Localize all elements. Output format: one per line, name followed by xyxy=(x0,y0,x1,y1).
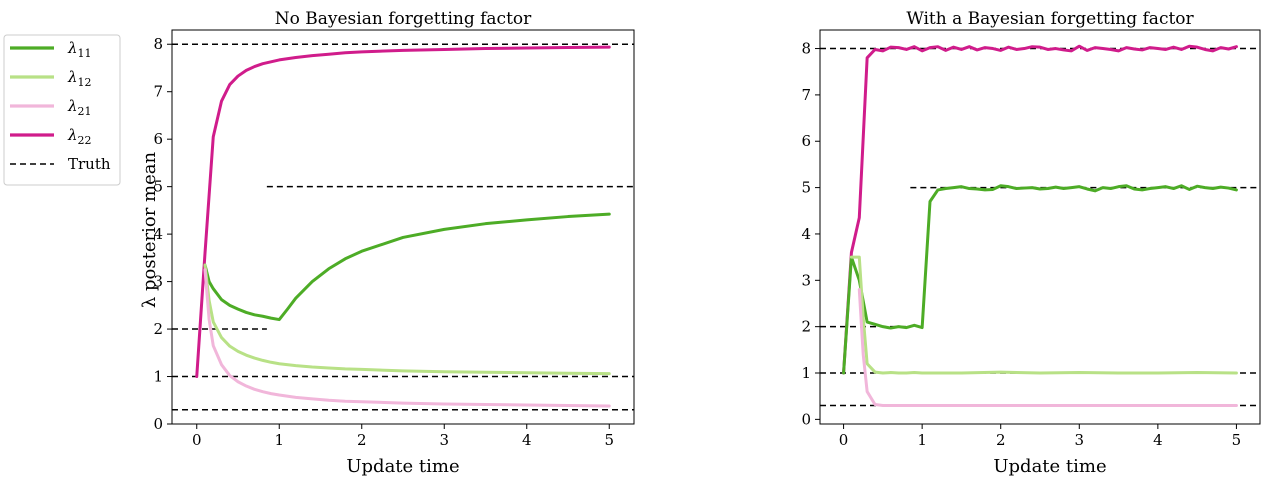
x-tick-label: 1 xyxy=(274,431,284,449)
legend-label-l11: λ11 xyxy=(67,39,92,60)
chart-left-xlabel: Update time xyxy=(346,456,459,477)
y-tick-label: 8 xyxy=(801,40,811,58)
legend-subscript: 21 xyxy=(78,105,92,118)
legend-label-l22: λ22 xyxy=(67,126,92,147)
legend-frame xyxy=(3,34,121,186)
chart-right: With a Bayesian forgetting factor 0 1 2 3 4 5… xyxy=(801,9,1261,477)
series-line-l21 xyxy=(203,268,611,408)
truth-lines xyxy=(172,43,634,411)
series-line-l22 xyxy=(842,44,1238,375)
y-tick-label: 5 xyxy=(801,179,811,197)
x-tick-label: 2 xyxy=(996,431,1006,449)
legend-subscript: 12 xyxy=(78,76,92,89)
y-tick-label: 1 xyxy=(153,368,163,386)
y-tick-label: 0 xyxy=(801,410,811,428)
legend-label-l21: λ21 xyxy=(67,97,92,118)
y-tick-label: 0 xyxy=(153,415,163,433)
x-tick-label: 3 xyxy=(1075,431,1085,449)
x-tick-label: 0 xyxy=(839,431,849,449)
y-tick-label: 8 xyxy=(153,35,163,53)
legend-item-truth: Truth xyxy=(10,155,111,173)
legend-label-l12: λ12 xyxy=(67,68,92,89)
x-tick-label: 1 xyxy=(917,431,927,449)
chart-right-xlabel: Update time xyxy=(993,456,1106,477)
legend-symbol: λ xyxy=(67,126,78,144)
chart-left-ylabel: λ posterior mean xyxy=(139,152,160,309)
legend-subscript: 11 xyxy=(78,47,92,60)
series-group xyxy=(195,45,611,408)
legend-item-l21: λ21 xyxy=(10,97,92,118)
x-tick-label: 5 xyxy=(604,431,614,449)
legend-symbol: λ xyxy=(67,39,78,57)
y-tick-label: 6 xyxy=(153,130,163,148)
chart-left-title: No Bayesian forgetting factor xyxy=(275,9,532,29)
legend-symbol: λ xyxy=(67,97,78,115)
y-tick-label: 3 xyxy=(801,271,811,289)
series-line-l11 xyxy=(203,212,611,322)
y-tick-label: 2 xyxy=(153,320,163,338)
y-tick-label: 5 xyxy=(153,178,163,196)
series-line-l11 xyxy=(842,184,1238,375)
y-tick-label: 2 xyxy=(801,318,811,336)
y-tick-label: 3 xyxy=(153,273,163,291)
y-tick-label: 1 xyxy=(801,364,811,382)
y-tick-label: 7 xyxy=(153,83,163,101)
x-tick-label: 0 xyxy=(192,431,202,449)
y-tick-label: 7 xyxy=(801,86,811,104)
series-group xyxy=(842,44,1238,407)
legend-symbol: λ xyxy=(67,68,78,86)
x-tick-label: 4 xyxy=(1153,431,1163,449)
legend-label-truth: Truth xyxy=(68,155,111,173)
y-tick-label: 4 xyxy=(153,225,163,243)
truth-lines xyxy=(820,47,1260,407)
y-tick-label: 4 xyxy=(801,225,811,243)
x-tick-label: 5 xyxy=(1232,431,1242,449)
chart-right-title: With a Bayesian forgetting factor xyxy=(906,9,1194,29)
x-tick-label: 4 xyxy=(522,431,532,449)
legend-item-l11: λ11 xyxy=(10,39,92,60)
x-tick-label: 3 xyxy=(439,431,449,449)
legend-item-l22: λ22 xyxy=(10,126,92,147)
chart-left: No Bayesian forgetting factor 0 1 2 3 4 5 0 1 2 3… xyxy=(139,9,635,477)
x-tick-label: 2 xyxy=(357,431,367,449)
legend-subscript: 22 xyxy=(78,134,92,147)
y-tick-label: 6 xyxy=(801,132,811,150)
series-line-l12 xyxy=(849,255,1238,375)
legend-item-l12: λ12 xyxy=(10,68,92,89)
series-line-l22 xyxy=(195,45,611,379)
series-line-l12 xyxy=(203,263,611,376)
plot-frame xyxy=(819,29,1261,425)
series-line-l21 xyxy=(857,288,1238,407)
plot-frame xyxy=(171,29,635,425)
